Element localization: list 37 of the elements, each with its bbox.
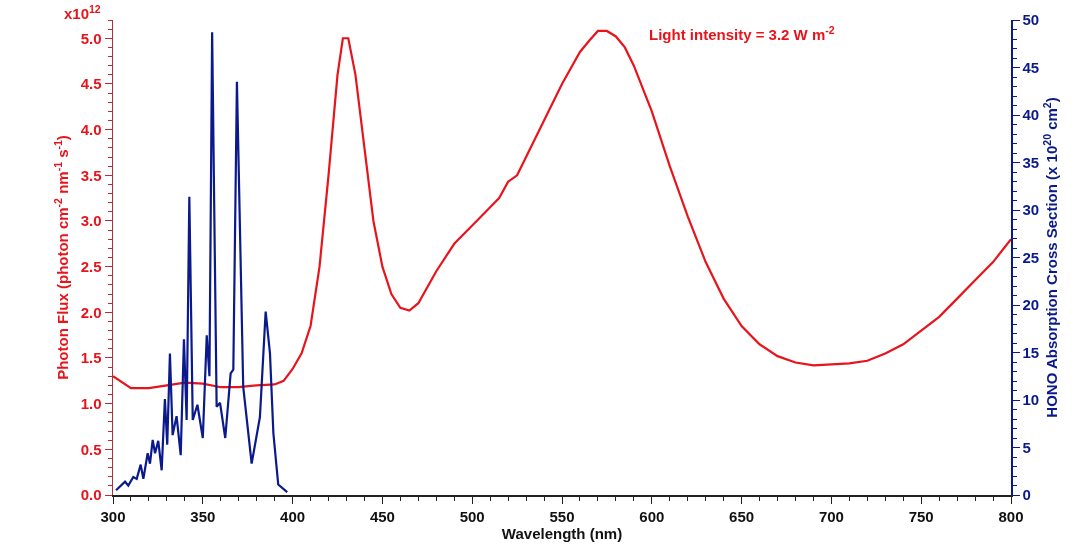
y2-tick-label: 35 [1022,153,1040,171]
y-tick-label: 5.0 [80,29,102,47]
y-tick-label: 0.5 [80,440,102,458]
y-tick-label: 1.5 [80,349,102,367]
y-tick-label: 1.0 [80,394,102,412]
y2-tick-label: 50 [1022,11,1040,29]
y2-tick-label: 20 [1022,296,1040,314]
y2-tick-label: 40 [1022,106,1040,124]
y2-tick-label: 30 [1022,201,1040,219]
y2-tick-label: 0 [1022,486,1031,504]
x-tick-label: 300 [100,507,126,525]
x-tick-label: 450 [369,507,395,525]
y-tick-label: 2.5 [80,257,102,275]
y2-tick-label: 5 [1022,438,1031,456]
x-tick-label: 800 [998,507,1024,525]
annotation: Light intensity = 3.2 W m$^{-2}$ [649,24,835,44]
y-tick-label: 2.0 [80,303,102,321]
x-tick-label: 750 [908,507,934,525]
y-tick-label: 3.5 [80,166,102,184]
x-tick-label: 500 [459,507,485,525]
x-tick-label: 350 [190,507,216,525]
y2-tick-label: 25 [1022,248,1040,266]
x-tick-label: 550 [549,507,575,525]
y-tick-label: 0.0 [80,486,102,504]
x-axis-title: Wavelength (nm) [501,524,623,542]
x-tick-label: 700 [818,507,844,525]
x-tick-label: 600 [639,507,665,525]
y-tick-label: 3.0 [80,212,102,230]
y2-tick-label: 15 [1022,343,1040,361]
x-tick-label: 400 [280,507,306,525]
x-tick-label: 650 [729,507,755,525]
y-tick-label: 4.0 [80,120,102,138]
y-tick-label: 4.5 [80,75,102,93]
y2-tick-label: 10 [1022,391,1040,409]
line-series [114,31,289,494]
text: x10$^{12}$ [64,3,101,23]
y2-tick-label: 45 [1022,58,1040,76]
